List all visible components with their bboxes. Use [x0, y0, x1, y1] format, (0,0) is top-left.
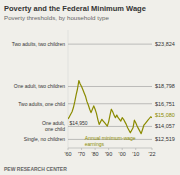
text-line: Single, no children: [24, 136, 65, 142]
x-tick: [68, 148, 69, 150]
threshold-line: [68, 44, 152, 45]
value-label: $14,950: [70, 120, 88, 126]
threshold-name: Two adults, two children: [12, 41, 66, 47]
threshold-name: One adult, two children: [14, 83, 65, 89]
text-line: one child: [45, 126, 65, 132]
threshold-name: Two adults, one child: [18, 101, 65, 107]
value-label: $15,080: [155, 112, 175, 118]
plot-area: [68, 44, 152, 139]
x-tick: [95, 148, 96, 150]
y-axis-line: [68, 30, 69, 148]
x-axis: '60 '70 '80 '90 '00 '10 '22: [64, 148, 155, 157]
chart: Poverty and the Federal Minimum WagePove…: [0, 0, 180, 175]
x-tick: [81, 148, 82, 150]
background: [0, 0, 180, 175]
threshold-name: One adult,one child: [42, 120, 65, 131]
threshold-value-label: $16,751: [155, 101, 175, 107]
x-tick-label: '70: [78, 151, 85, 157]
x-tick-label: '00: [119, 151, 126, 157]
threshold-value-label: $14,057: [155, 123, 175, 129]
x-tick: [135, 148, 136, 150]
x-axis-line: [68, 148, 152, 149]
text-line: Two adults, one child: [18, 101, 65, 107]
footer: PEW RESEARCH CENTER: [4, 166, 67, 172]
annotation: Annual minimum-wageearnings: [85, 135, 136, 147]
threshold-value-label: $23,824: [155, 41, 175, 47]
text-line: One adult, two children: [14, 83, 65, 89]
threshold-value-label: $18,798: [155, 83, 175, 89]
x-tick: [108, 148, 109, 150]
x-tick: [122, 148, 123, 150]
x-tick-label: '60: [64, 151, 71, 157]
threshold-line: [68, 103, 152, 104]
text-line: Two adults, two children: [12, 41, 66, 47]
earnings-line: [68, 81, 152, 134]
x-tick-label: '90: [105, 151, 112, 157]
x-tick-label: '22: [148, 151, 155, 157]
threshold-name: Single, no children: [24, 136, 65, 142]
threshold-value-label: $12,519: [155, 136, 175, 142]
x-tick-label: '80: [92, 151, 99, 157]
text-line: earnings: [85, 141, 105, 147]
x-tick-label: '10: [132, 151, 139, 157]
title: Poverty and the Federal Minimum Wage: [4, 4, 146, 13]
x-tick: [152, 148, 153, 150]
subtitle: Poverty thresholds, by household type: [4, 14, 109, 21]
threshold-line: [68, 126, 152, 127]
threshold-line: [68, 86, 152, 87]
